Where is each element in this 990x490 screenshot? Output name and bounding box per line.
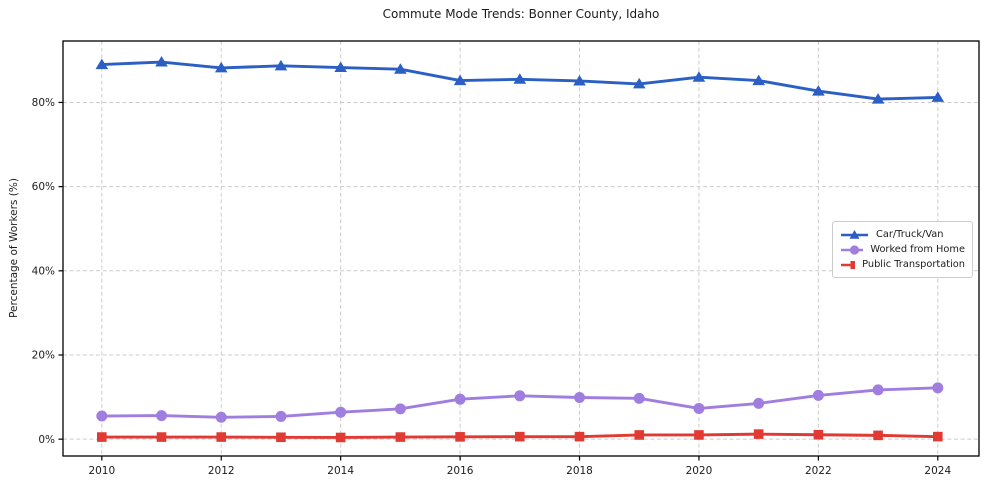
data-point-marker	[454, 393, 466, 405]
data-point-marker	[812, 85, 825, 96]
legend-label: Car/Truck/Van	[876, 229, 944, 240]
data-point-marker	[574, 431, 585, 442]
data-point-marker	[932, 431, 943, 442]
data-point-marker	[871, 93, 885, 104]
chart-title: Commute Mode Trends: Bonner County, Idah…	[382, 7, 660, 21]
axis-ticks: 2010 2012 2014 2016 2018 2020 2022 2024 0% 20% 40%…	[32, 97, 952, 477]
legend-item-worked-from-home: Worked from Home	[840, 244, 965, 256]
data-point-marker	[513, 73, 527, 84]
legend-marker	[850, 260, 856, 269]
data-point-marker	[752, 74, 765, 86]
data-point-marker	[334, 61, 347, 73]
x-tick-label: 2018	[566, 465, 593, 477]
data-point-marker	[95, 58, 109, 70]
y-tick-label: 60%	[32, 181, 55, 193]
x-tick-label: 2012	[208, 465, 235, 477]
data-point-marker	[453, 74, 467, 86]
data-point-marker	[574, 391, 586, 403]
data-point-marker	[335, 406, 347, 418]
series-car-truck-van	[95, 56, 945, 104]
data-point-marker	[633, 392, 645, 404]
data-point-marker	[394, 63, 407, 74]
data-point-marker	[694, 430, 704, 440]
x-tick-label: 2016	[447, 465, 474, 477]
y-tick-label: 20%	[32, 350, 55, 362]
data-point-marker	[514, 390, 526, 402]
data-point-marker	[932, 382, 944, 394]
circle-marker-icon	[841, 244, 864, 255]
data-point-marker	[156, 432, 167, 442]
legend-label: Worked from Home	[870, 244, 965, 255]
legend-label: Public Transportation	[862, 259, 965, 270]
data-point-marker	[632, 77, 646, 89]
triangle-marker-icon	[841, 229, 868, 239]
data-point-marker	[395, 432, 406, 442]
data-point-marker	[812, 389, 824, 401]
legend-marker	[849, 229, 860, 239]
data-point-marker	[455, 432, 465, 442]
legend-item-public-transportation: Public Transportation	[840, 259, 965, 271]
data-point-marker	[274, 59, 288, 71]
data-point-marker	[215, 411, 227, 423]
data-point-marker	[394, 403, 406, 415]
square-marker-icon	[841, 260, 856, 269]
data-point-marker	[753, 397, 765, 409]
data-point-marker	[634, 430, 645, 440]
plot-border	[62, 40, 980, 457]
data-point-marker	[156, 410, 168, 422]
data-point-marker	[693, 402, 705, 414]
series-worked-from-home	[96, 382, 944, 423]
y-tick-label: 0%	[38, 434, 55, 446]
data-point-marker	[692, 71, 706, 82]
data-point-marker	[96, 410, 108, 422]
y-tick-label: 80%	[32, 97, 55, 109]
data-point-marker	[931, 91, 945, 102]
x-tick-label: 2020	[686, 465, 713, 477]
data-point-marker	[155, 56, 168, 67]
x-tick-label: 2022	[805, 465, 832, 477]
data-point-marker	[813, 429, 824, 440]
data-point-marker	[873, 430, 883, 441]
data-point-marker	[753, 429, 764, 439]
data-point-marker	[573, 74, 586, 86]
y-tick-label: 40%	[32, 265, 55, 277]
data-point-marker	[335, 432, 346, 443]
x-tick-label: 2024	[924, 465, 951, 477]
data-point-marker	[97, 432, 107, 442]
data-point-marker	[216, 432, 227, 442]
data-point-marker	[872, 384, 884, 396]
x-tick-label: 2014	[327, 465, 354, 477]
data-point-marker	[214, 61, 228, 73]
x-tick-label: 2010	[88, 465, 115, 477]
data-point-marker	[275, 410, 287, 422]
legend-marker	[849, 244, 860, 255]
data-point-marker	[276, 432, 286, 443]
legend-item-car-truck-van: Car/Truck/Van	[840, 229, 965, 241]
legend: Car/Truck/Van Worked from Home Public Tran…	[832, 221, 973, 278]
data-point-marker	[515, 431, 525, 442]
series-public-transportation	[97, 429, 943, 443]
